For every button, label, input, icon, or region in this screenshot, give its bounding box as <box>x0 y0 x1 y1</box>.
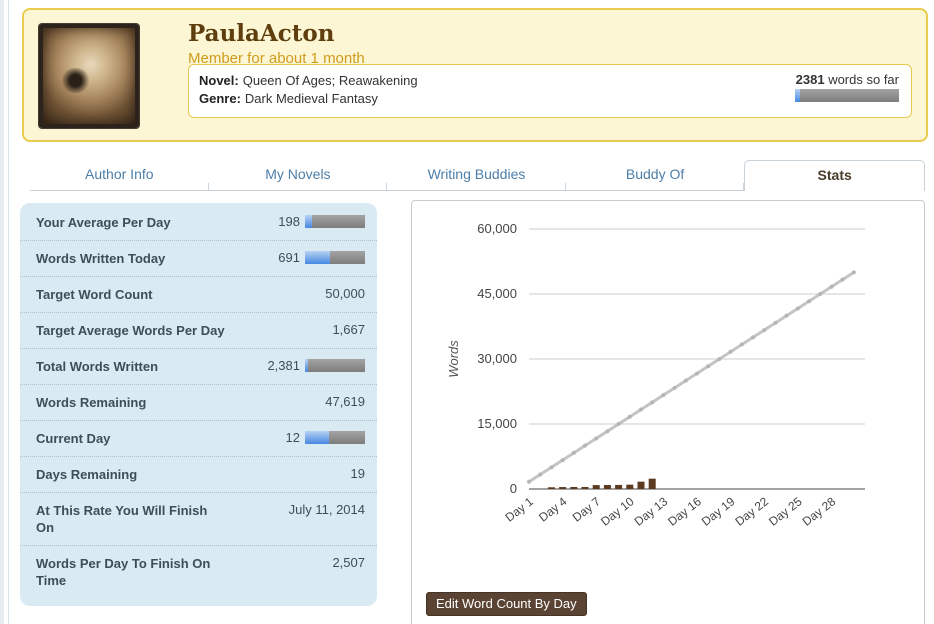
stat-label: Current Day <box>36 431 111 446</box>
novel-info-box: Novel: Queen Of Ages; Reawakening Genre: D… <box>188 64 912 118</box>
svg-text:Day 1: Day 1 <box>503 494 537 525</box>
svg-text:15,000: 15,000 <box>477 416 517 431</box>
svg-text:Day 25: Day 25 <box>766 494 805 529</box>
stat-progress-bar <box>305 251 365 264</box>
stat-value: 198 <box>278 214 300 229</box>
stat-value: 19 <box>350 466 365 481</box>
stat-label: Words Remaining <box>36 395 147 410</box>
stat-progress-bar <box>305 359 365 372</box>
stat-value: 691 <box>278 250 300 265</box>
user-avatar <box>39 24 139 128</box>
stat-label: Target Word Count <box>36 287 153 302</box>
stat-label: Words Per Day To Finish On Time <box>36 556 211 588</box>
stat-row: Days Remaining 19 <box>20 457 377 493</box>
svg-text:Day 28: Day 28 <box>800 494 839 529</box>
tab-writing-buddies[interactable]: Writing Buddies <box>387 160 566 191</box>
svg-text:Day 7: Day 7 <box>570 494 604 525</box>
novel-title: Queen Of Ages; Reawakening <box>242 73 418 88</box>
stat-progress-bar <box>305 215 365 228</box>
svg-text:Day 13: Day 13 <box>632 494 671 529</box>
tab-my-novels[interactable]: My Novels <box>208 160 388 191</box>
svg-text:Day 16: Day 16 <box>665 494 704 529</box>
word-count-chart: 0 15,000 30,000 45,000 60,000 Words Day 1 Day 4… <box>446 221 865 529</box>
svg-text:Day 4: Day 4 <box>536 494 570 525</box>
stat-row: Words Remaining 47,619 <box>20 385 377 421</box>
stat-label: Total Words Written <box>36 359 159 374</box>
svg-text:Words: Words <box>446 340 461 378</box>
svg-text:60,000: 60,000 <box>477 221 517 236</box>
stat-value: 1,667 <box>332 322 365 337</box>
tab-stats[interactable]: Stats <box>744 160 925 191</box>
novel-label: Novel: <box>199 73 239 88</box>
page-left-strip <box>0 0 4 624</box>
tab-author-info[interactable]: Author Info <box>30 160 209 191</box>
stat-label: Days Remaining <box>36 467 138 482</box>
novel-line: Novel: Queen Of Ages; Reawakening <box>199 72 418 90</box>
stat-label: At This Rate You Will Finish On <box>36 503 208 535</box>
stat-row: Total Words Written 2,381 <box>20 349 377 385</box>
stat-value: 2,507 <box>332 555 365 570</box>
novel-progress-fill <box>795 89 800 102</box>
tab-buddy-of[interactable]: Buddy Of <box>565 160 745 191</box>
edit-word-count-button[interactable]: Edit Word Count By Day <box>426 592 587 616</box>
stat-row: At This Rate You Will Finish On July 11, … <box>20 493 377 546</box>
svg-text:Day 19: Day 19 <box>699 494 738 529</box>
svg-text:0: 0 <box>510 481 517 496</box>
stat-row: Words Written Today 691 <box>20 241 377 277</box>
stat-value: July 11, 2014 <box>288 502 365 517</box>
word-count: 2381 <box>795 72 825 87</box>
stat-value: 12 <box>285 430 300 445</box>
stats-panel: Your Average Per Day 198 Words Written Tod… <box>20 203 377 606</box>
profile-tabs: Author Info My Novels Writing Buddies Buddy… <box>30 160 925 191</box>
words-so-far: 2381 words so far <box>795 72 899 111</box>
genre-value: Dark Medieval Fantasy <box>244 91 378 106</box>
svg-text:Day 10: Day 10 <box>598 494 637 529</box>
stat-row: Your Average Per Day 198 <box>20 205 377 241</box>
member-since: Member for about 1 month <box>188 50 365 67</box>
stat-value: 2,381 <box>267 358 300 373</box>
genre-line: Genre: Dark Medieval Fantasy <box>199 90 418 108</box>
profile-header: PaulaActon Member for about 1 month Nove… <box>22 8 928 142</box>
stat-value: 50,000 <box>325 286 365 301</box>
stat-row: Words Per Day To Finish On Time 2,507 <box>20 546 377 598</box>
stat-value: 47,619 <box>325 394 365 409</box>
svg-text:30,000: 30,000 <box>477 351 517 366</box>
stat-row: Target Average Words Per Day 1,667 <box>20 313 377 349</box>
svg-text:45,000: 45,000 <box>477 286 517 301</box>
words-so-far-label: words so far <box>828 72 899 87</box>
stat-row: Current Day 12 <box>20 421 377 457</box>
stat-label: Words Written Today <box>36 251 166 266</box>
word-count-chart-card: 0 15,000 30,000 45,000 60,000 Words Day 1 Day 4… <box>411 200 925 624</box>
stat-row: Target Word Count 50,000 <box>20 277 377 313</box>
stat-label: Target Average Words Per Day <box>36 323 225 338</box>
novel-progress-bar <box>795 89 899 102</box>
page-left-divider <box>8 0 9 624</box>
stat-progress-bar <box>305 431 365 444</box>
genre-label: Genre: <box>199 91 241 106</box>
stat-label: Your Average Per Day <box>36 215 171 230</box>
svg-text:Day 22: Day 22 <box>732 494 771 529</box>
username: PaulaActon <box>188 20 335 47</box>
